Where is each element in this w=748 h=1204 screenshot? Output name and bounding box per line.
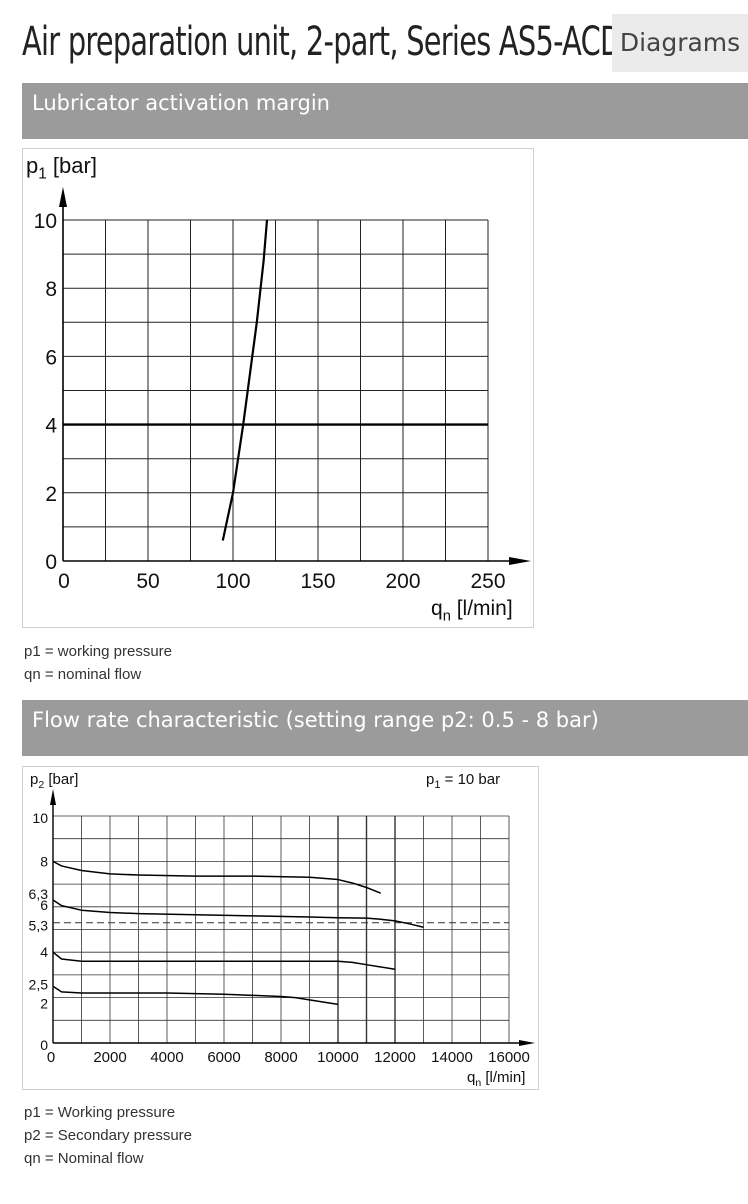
y-axis-label-subscript: 2 <box>38 779 44 791</box>
x-tick-label: 8000 <box>264 1049 297 1066</box>
x-tick-label: 6000 <box>207 1049 240 1066</box>
y-axis-label: p2 [bar] <box>30 771 78 791</box>
y-axis-label-symbol: p <box>26 153 38 178</box>
legend-line: p1 = working pressure <box>24 643 172 660</box>
x-tick-label: 4000 <box>150 1049 183 1066</box>
page-title: Air preparation unit, 2-part, Series AS5… <box>22 19 622 65</box>
section-heading: Lubricator activation margin <box>32 91 330 115</box>
lubricator-chart: 0 50 100 150 200 250 0 2 4 6 8 10 p1 [bar] qn [l/min] <box>22 148 534 628</box>
y-tick-label: 0 <box>45 551 57 574</box>
x-tick-label: 150 <box>300 570 335 593</box>
x-tick-label: 50 <box>136 570 159 593</box>
x-tick-label: 16000 <box>488 1049 530 1066</box>
annotation-subscript: 1 <box>434 779 440 791</box>
y-axis-label-symbol: p <box>30 771 38 788</box>
x-tick-label: 200 <box>385 570 420 593</box>
y-axis-label-unit: [bar] <box>44 771 78 788</box>
section-tag-diagrams: Diagrams <box>612 14 748 72</box>
x-tick-label: 0 <box>47 1049 55 1066</box>
y-tick-label: 6,3 <box>29 886 49 902</box>
x-axis-label-symbol: q <box>467 1069 475 1086</box>
x-axis-label: qn [l/min] <box>431 597 513 624</box>
y-tick-label: 4 <box>45 415 57 438</box>
x-tick-label: 2000 <box>93 1049 126 1066</box>
x-axis-label-unit: [l/min] <box>451 597 513 620</box>
y-tick-label: 5,3 <box>29 918 49 934</box>
y-tick-label: 10 <box>32 810 48 826</box>
y-axis-label: p1 [bar] <box>26 153 97 183</box>
x-tick-label: 100 <box>215 570 250 593</box>
flow-rate-legend: p1 = Working pressure p2 = Secondary pre… <box>24 1101 192 1170</box>
x-axis-label-unit: [l/min] <box>481 1069 525 1086</box>
x-axis-label-symbol: q <box>431 597 443 620</box>
y-tick-label: 6 <box>40 897 48 913</box>
flow-rate-chart-svg: 0 2000 4000 6000 8000 10000 12000 14000 16000 0 2 2… <box>29 771 535 1089</box>
x-axis-arrow <box>509 557 531 565</box>
pressure-curve-2 <box>52 899 424 928</box>
x-axis-label-subscript: n <box>443 608 451 624</box>
y-tick-label: 8 <box>45 278 57 301</box>
pressure-annotation: p1 = 10 bar <box>426 771 500 791</box>
x-axis-arrow <box>519 1040 535 1046</box>
x-axis-label: qn [l/min] <box>467 1069 525 1089</box>
legend-line: p1 = Working pressure <box>24 1104 176 1121</box>
pressure-curve-1 <box>52 860 382 894</box>
section-heading: Flow rate characteristic (setting range … <box>32 708 599 732</box>
section-header-lubricator: Lubricator activation margin <box>22 83 748 139</box>
y-axis-label-unit: [bar] <box>47 153 97 178</box>
y-tick-label: 6 <box>45 346 57 369</box>
y-tick-label: 2 <box>45 483 57 506</box>
flow-rate-chart: 0 2000 4000 6000 8000 10000 12000 14000 16000 0 2 2… <box>22 766 539 1090</box>
lubricator-legend: p1 = working pressure qn = nominal flow <box>24 640 172 686</box>
y-tick-label: 8 <box>40 853 48 869</box>
y-tick-label: 4 <box>40 944 48 960</box>
annotation-symbol: p <box>426 771 434 788</box>
activation-curve <box>221 219 269 541</box>
pressure-curve-4 <box>52 985 339 1006</box>
x-tick-label: 0 <box>58 570 70 593</box>
y-tick-label: 2 <box>40 996 48 1012</box>
x-tick-label: 10000 <box>317 1049 359 1066</box>
title-row: Air preparation unit, 2-part, Series AS5… <box>22 10 748 74</box>
legend-line: qn = nominal flow <box>24 666 142 683</box>
legend-line: qn = Nominal flow <box>24 1150 144 1167</box>
y-tick-label: 0 <box>40 1037 48 1053</box>
y-axis-arrow <box>59 187 67 207</box>
x-axis-label-subscript: n <box>475 1077 481 1089</box>
x-tick-label: 250 <box>470 570 505 593</box>
pressure-curve-3 <box>52 951 396 970</box>
legend-line: p2 = Secondary pressure <box>24 1127 193 1144</box>
y-axis-arrow <box>50 789 56 805</box>
annotation-value: = 10 bar <box>440 771 500 788</box>
x-tick-label: 14000 <box>431 1049 473 1066</box>
y-axis-label-subscript: 1 <box>38 166 47 183</box>
y-tick-label: 10 <box>34 210 57 233</box>
y-tick-label: 2,5 <box>29 976 49 992</box>
section-header-flow-rate: Flow rate characteristic (setting range … <box>22 700 748 756</box>
lubricator-chart-svg: 0 50 100 150 200 250 0 2 4 6 8 10 p1 [bar] qn [l/min] <box>26 153 531 624</box>
x-tick-label: 12000 <box>374 1049 416 1066</box>
